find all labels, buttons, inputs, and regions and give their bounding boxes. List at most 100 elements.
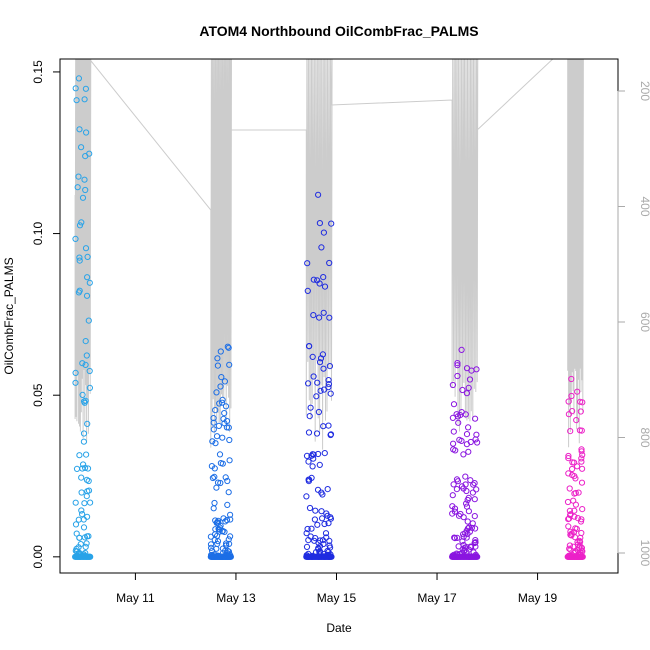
data-point	[575, 489, 582, 496]
data-point	[82, 549, 89, 557]
data-point	[577, 549, 584, 556]
data-point	[309, 463, 316, 470]
data-point	[225, 489, 232, 496]
data-point	[577, 534, 584, 541]
data-point	[568, 375, 575, 383]
data-point	[460, 531, 467, 538]
data-point	[315, 553, 322, 560]
data-point	[320, 229, 327, 236]
data-point	[78, 553, 85, 560]
data-point	[572, 489, 579, 497]
data-point	[449, 381, 456, 389]
data-point	[565, 452, 572, 460]
data-point	[215, 422, 222, 429]
data-point	[470, 481, 477, 488]
data-point	[462, 473, 469, 480]
data-point	[213, 389, 220, 396]
data-point	[469, 489, 476, 496]
data-point	[320, 274, 327, 281]
data-point	[321, 283, 329, 290]
y-axis-label: OilCombFrac_PALMS	[2, 257, 16, 374]
data-point	[317, 355, 325, 362]
data-point	[463, 431, 471, 438]
data-point	[326, 363, 333, 370]
data-point	[74, 184, 81, 191]
data-point	[464, 525, 472, 532]
data-point	[309, 353, 316, 360]
data-point	[222, 474, 229, 481]
data-point	[73, 545, 80, 553]
data-point	[572, 475, 579, 482]
data-point	[572, 501, 580, 508]
data-point	[81, 500, 88, 507]
data-point	[213, 545, 220, 552]
data-point	[466, 553, 473, 560]
data-point	[79, 194, 87, 201]
data-point	[472, 553, 479, 560]
data-point	[566, 507, 574, 514]
data-point	[224, 547, 231, 555]
data-point	[214, 355, 221, 362]
data-point	[84, 274, 91, 281]
data-point	[222, 518, 229, 525]
data-point	[572, 525, 579, 532]
data-point	[317, 537, 324, 544]
data-point	[459, 386, 466, 394]
data-point	[72, 235, 79, 242]
data-point	[578, 448, 585, 455]
data-point	[83, 292, 91, 299]
data-point	[574, 553, 581, 560]
data-point	[451, 534, 458, 541]
data-point	[85, 477, 92, 485]
data-point	[319, 515, 326, 522]
data-point	[75, 516, 82, 523]
data-point	[325, 377, 332, 384]
data-point	[325, 381, 332, 388]
data-point	[78, 219, 85, 226]
data-point	[450, 481, 457, 488]
data-point	[565, 398, 572, 405]
data-point	[210, 419, 217, 426]
right-tick-label: 400	[638, 196, 650, 216]
x-tick-label: May 11	[116, 591, 155, 605]
data-point	[303, 452, 311, 459]
data-point	[227, 511, 234, 518]
data-point	[454, 372, 461, 380]
data-point	[312, 507, 319, 514]
data-point	[465, 448, 472, 455]
data-point	[569, 472, 576, 479]
flight-series	[303, 191, 335, 560]
data-point	[318, 244, 325, 251]
data-point	[567, 428, 574, 435]
data-point	[306, 504, 314, 512]
data-point	[217, 479, 224, 487]
data-point	[569, 465, 576, 473]
data-point	[465, 524, 473, 531]
data-point	[473, 366, 480, 373]
data-point	[78, 507, 85, 514]
data-point	[569, 459, 576, 466]
data-point	[211, 473, 218, 480]
data-point	[311, 537, 318, 544]
data-point	[225, 424, 232, 431]
data-point	[463, 503, 471, 510]
data-point	[85, 487, 93, 494]
data-point	[80, 461, 87, 468]
data-point	[213, 484, 220, 491]
data-point	[81, 399, 88, 406]
data-point	[326, 314, 333, 321]
data-point	[568, 392, 575, 400]
data-point	[461, 548, 468, 555]
data-point	[219, 399, 226, 406]
data-point	[213, 433, 221, 440]
data-point	[564, 498, 572, 506]
data-point	[578, 455, 585, 462]
data-point	[82, 543, 89, 551]
pressure-trace	[74, 59, 584, 450]
flight-series	[207, 343, 234, 560]
data-point	[318, 508, 325, 515]
data-point	[466, 376, 474, 383]
flight-series	[72, 75, 94, 560]
data-point	[471, 496, 478, 503]
data-point	[570, 529, 578, 536]
